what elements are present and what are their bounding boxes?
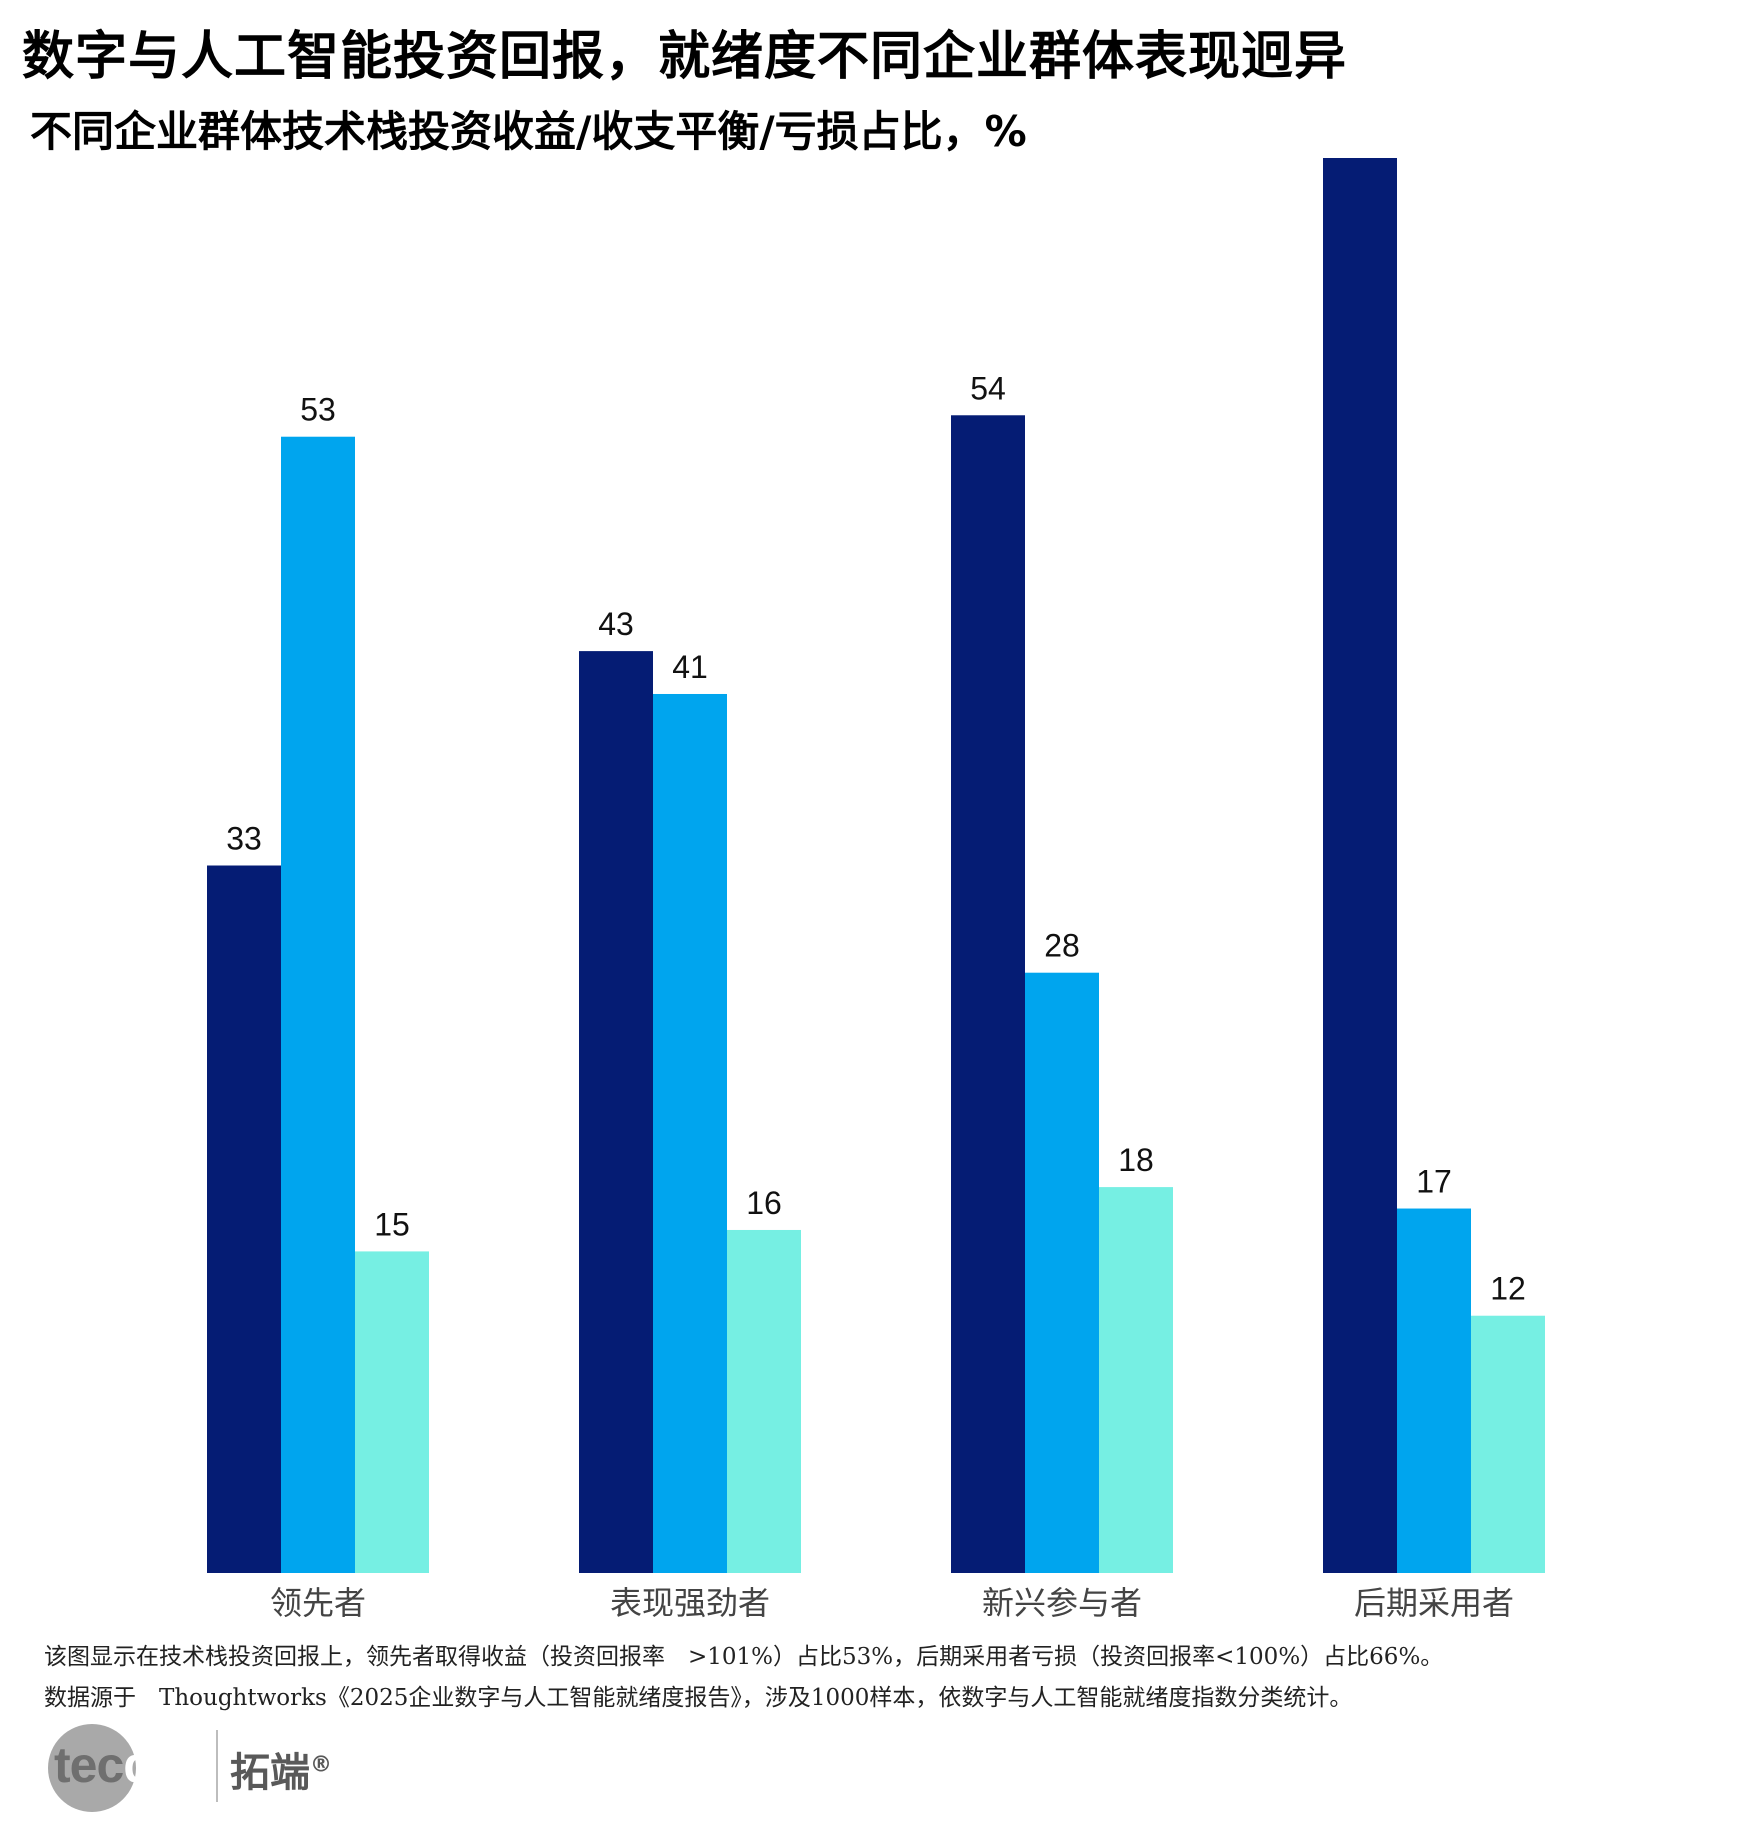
bars-group	[207, 158, 1545, 1574]
bar-chart: 33 53 15 43 41 16 54 28 18 17 12 领先者 表现强劲者 新兴参与者 后期采用…	[207, 158, 1545, 1622]
data-label-series-2-cat-2: 28	[1044, 928, 1080, 964]
data-labels-group: 33 53 15 43 41 16 54 28 18 17 12	[226, 370, 1526, 1306]
data-label-series-3-cat-1: 16	[746, 1185, 782, 1221]
data-label-series-2-cat-3: 17	[1416, 1164, 1452, 1200]
bar-series-1-cat-1	[579, 651, 653, 1573]
bar-series-2-cat-0	[281, 436, 355, 1573]
logo-circle	[48, 1724, 136, 1812]
bar-series-3-cat-1	[727, 1229, 801, 1573]
logo-brand: tecdat	[54, 1736, 196, 1794]
logo-chinese-name: 拓端®	[230, 1740, 332, 1798]
category-label-2: 新兴参与者	[982, 1584, 1142, 1622]
data-label-series-1-cat-2: 54	[970, 370, 1006, 406]
bar-series-2-cat-1	[653, 693, 727, 1573]
category-label-3: 后期采用者	[1354, 1584, 1514, 1622]
footnote-description: 该图显示在技术栈投资回报上，领先者取得收益（投资回报率 >101%）占比53%，…	[44, 1644, 1444, 1670]
category-label-0: 领先者	[270, 1584, 366, 1622]
registered-mark: ®	[310, 1752, 332, 1778]
data-label-series-3-cat-3: 12	[1490, 1271, 1526, 1307]
logo-chinese-text: 拓端	[230, 1750, 310, 1796]
bar-series-3-cat-2	[1099, 1187, 1173, 1573]
data-label-series-3-cat-0: 15	[374, 1206, 410, 1242]
bar-series-1-cat-3	[1323, 158, 1397, 1573]
category-label-1: 表现强劲者	[610, 1584, 770, 1622]
logo-brand-light: dat	[123, 1737, 196, 1793]
data-label-series-1-cat-1: 43	[598, 606, 634, 642]
footnote-source: 数据源于 Thoughtworks《2025企业数字与人工智能就绪度报告》，涉及…	[44, 1685, 1353, 1711]
data-label-series-3-cat-2: 18	[1118, 1142, 1154, 1178]
bar-series-3-cat-0	[355, 1251, 429, 1573]
data-label-series-2-cat-0: 53	[300, 392, 336, 428]
bar-series-2-cat-2	[1025, 972, 1099, 1573]
chart-title: 数字与人工智能投资回报，就绪度不同企业群体表现迥异	[22, 27, 1348, 87]
bar-series-2-cat-3	[1397, 1208, 1471, 1573]
logo-separator	[216, 1730, 218, 1802]
data-label-series-2-cat-1: 41	[672, 649, 708, 685]
tecdat-logo: tecdat 拓端®	[48, 1722, 368, 1817]
logo-brand-dark: tec	[54, 1737, 124, 1793]
bar-series-1-cat-2	[951, 415, 1025, 1574]
chart-subtitle: 不同企业群体技术栈投资收益/收支平衡/亏损占比，%	[30, 107, 1027, 156]
data-label-series-1-cat-0: 33	[226, 821, 262, 857]
bar-series-3-cat-3	[1471, 1315, 1545, 1573]
bar-series-1-cat-0	[207, 865, 281, 1573]
category-labels-group: 领先者 表现强劲者 新兴参与者 后期采用者	[270, 1584, 1514, 1622]
